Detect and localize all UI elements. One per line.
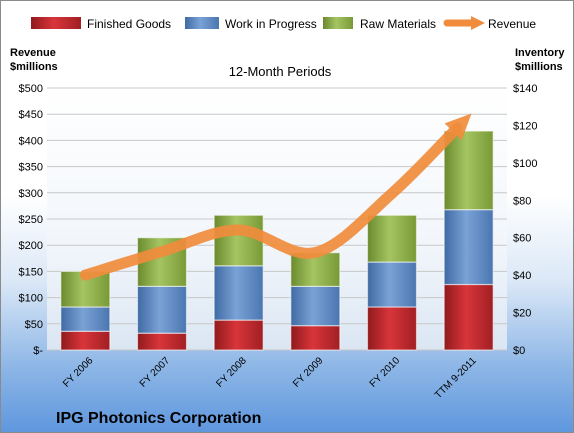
bars (60, 130, 494, 351)
legend-label-finished-goods: Finished Goods (87, 17, 171, 31)
category-label: TTM 9-2011 (433, 355, 479, 401)
bar-raw-materials (443, 130, 494, 211)
bar-work-in-progress (443, 209, 494, 286)
bar-raw-materials (366, 214, 418, 263)
left-tick-label: $200 (19, 240, 43, 252)
bar-work-in-progress (290, 285, 341, 327)
bar-finished-goods (60, 330, 111, 351)
legend-item-work-in-progress: Work in Progress (185, 17, 317, 31)
legend-swatch-raw-materials (323, 17, 353, 29)
bar-raw-materials (290, 252, 341, 287)
right-axis-title-line1: Inventory (515, 47, 565, 59)
bar-finished-goods (136, 332, 188, 351)
left-tick-label: $150 (19, 266, 43, 278)
left-tick-label: $250 (19, 214, 43, 226)
bar-finished-goods (366, 306, 418, 351)
legend-swatch-work-in-progress (185, 17, 219, 29)
right-tick-label: $40 (513, 270, 531, 282)
chart-subtitle: 12-Month Periods (229, 64, 332, 79)
left-tick-label: $- (33, 345, 43, 357)
revenue-line-group (79, 113, 472, 281)
revenue-line (79, 122, 463, 281)
right-tick-label: $20 (513, 308, 531, 320)
right-tick-label: $60 (513, 233, 531, 245)
bar-finished-goods (443, 283, 494, 351)
left-axis-title-line1: Revenue (10, 47, 56, 59)
left-tick-label: $450 (19, 109, 43, 121)
legend-item-finished-goods: Finished Goods (31, 17, 171, 31)
category-label: FY 2010 (368, 355, 403, 390)
revenue-arrowhead (444, 113, 472, 141)
legend: Finished Goods Work in Progress Raw Mate… (31, 16, 536, 31)
legend-label-work-in-progress: Work in Progress (225, 17, 317, 31)
bar-finished-goods (290, 325, 341, 351)
bar-work-in-progress (213, 265, 264, 321)
legend-arrowhead-revenue (471, 16, 485, 30)
category-label: FY 2008 (214, 355, 249, 390)
company-name: IPG Photonics Corporation (56, 410, 261, 427)
legend-swatch-finished-goods (31, 17, 81, 29)
gridlines (47, 87, 507, 351)
left-tick-label: $50 (25, 319, 43, 331)
right-axis-title-line2: $millions (515, 61, 563, 73)
right-tick-label: $140 (513, 83, 537, 95)
legend-label-raw-materials: Raw Materials (360, 17, 436, 31)
left-tick-label: $100 (19, 293, 43, 305)
left-tick-label: $400 (19, 135, 43, 147)
bar-work-in-progress (60, 306, 111, 332)
category-labels: FY 2006 FY 2007 FY 2008 FY 2009 FY 2010 TTM 9… (61, 355, 479, 401)
right-tick-label: $100 (513, 158, 537, 170)
left-tick-label: $300 (19, 188, 43, 200)
category-label: FY 2009 (291, 355, 326, 390)
bar-work-in-progress (366, 261, 418, 308)
category-label: FY 2007 (138, 355, 173, 390)
legend-item-raw-materials: Raw Materials (323, 17, 436, 31)
left-axis-title-line2: $millions (10, 61, 58, 73)
right-tick-label: $80 (513, 195, 531, 207)
right-tick-label: $120 (513, 120, 537, 132)
legend-item-revenue: Revenue (443, 16, 536, 31)
left-tick-label: $350 (19, 162, 43, 174)
bar-raw-materials (213, 214, 264, 267)
left-axis-ticks: $- $50 $100 $150 $200 $250 $300 $350 $400 $450 $50… (19, 83, 44, 357)
bar-work-in-progress (136, 285, 188, 334)
legend-label-revenue: Revenue (488, 17, 536, 31)
bar-finished-goods (213, 319, 264, 351)
right-tick-label: $0 (513, 345, 525, 357)
category-label: FY 2006 (61, 355, 96, 390)
right-axis-ticks: $0 $20 $40 $60 $80 $100 $120 $140 (513, 83, 537, 357)
left-tick-label: $500 (19, 83, 43, 95)
